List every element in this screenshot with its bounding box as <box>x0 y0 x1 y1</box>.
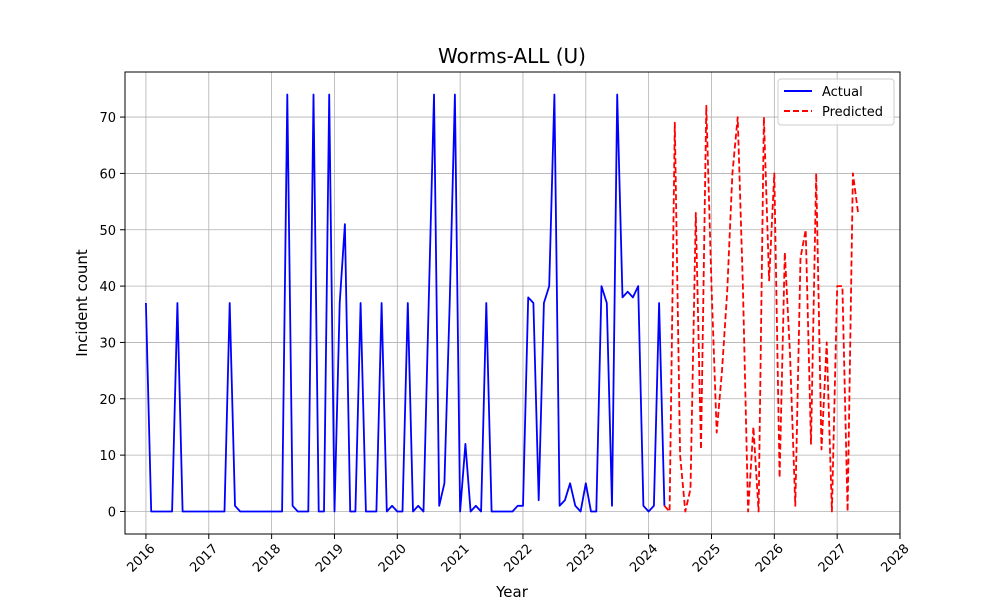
x-axis: 2016 2017 2018 2019 2020 2021 2022 2023 2024 2025… <box>124 534 913 576</box>
x-tick-label: 2016 <box>124 542 158 576</box>
x-tick-label: 2028 <box>879 542 913 576</box>
y-axis-label: Incident count <box>73 249 91 357</box>
plot-area-frame <box>124 71 901 535</box>
x-tick-label: 2019 <box>313 542 347 576</box>
y-tick-label: 10 <box>99 449 116 464</box>
x-tick-label: 2024 <box>627 542 661 576</box>
y-tick-label: 30 <box>99 336 116 351</box>
legend-label-actual: Actual <box>822 85 863 100</box>
x-tick-label: 2018 <box>250 542 284 576</box>
x-tick-label: 2020 <box>376 542 410 576</box>
y-tick-label: 50 <box>99 224 116 239</box>
y-tick-label: 40 <box>99 280 116 295</box>
series-line-actual <box>145 93 666 513</box>
series-group <box>145 93 859 513</box>
chart-title: Worms-ALL (U) <box>438 44 586 68</box>
x-axis-label: Year <box>495 583 529 600</box>
x-tick-label: 2017 <box>187 542 221 576</box>
y-tick-label: 0 <box>108 505 116 520</box>
legend: Actual Predicted <box>777 78 895 126</box>
x-tick-label: 2021 <box>439 542 473 576</box>
x-tick-label: 2025 <box>690 542 724 576</box>
legend-label-predicted: Predicted <box>822 105 883 120</box>
x-tick-label: 2026 <box>753 542 787 576</box>
x-tick-label: 2022 <box>501 542 535 576</box>
y-tick-label: 70 <box>99 111 116 126</box>
x-tick-label: 2023 <box>564 542 598 576</box>
y-tick-label: 20 <box>99 393 116 408</box>
y-axis: 0 10 20 30 40 50 60 70 <box>99 111 125 520</box>
series-line-predicted <box>663 104 859 513</box>
x-tick-label: 2027 <box>816 542 850 576</box>
y-tick-label: 60 <box>99 167 116 182</box>
